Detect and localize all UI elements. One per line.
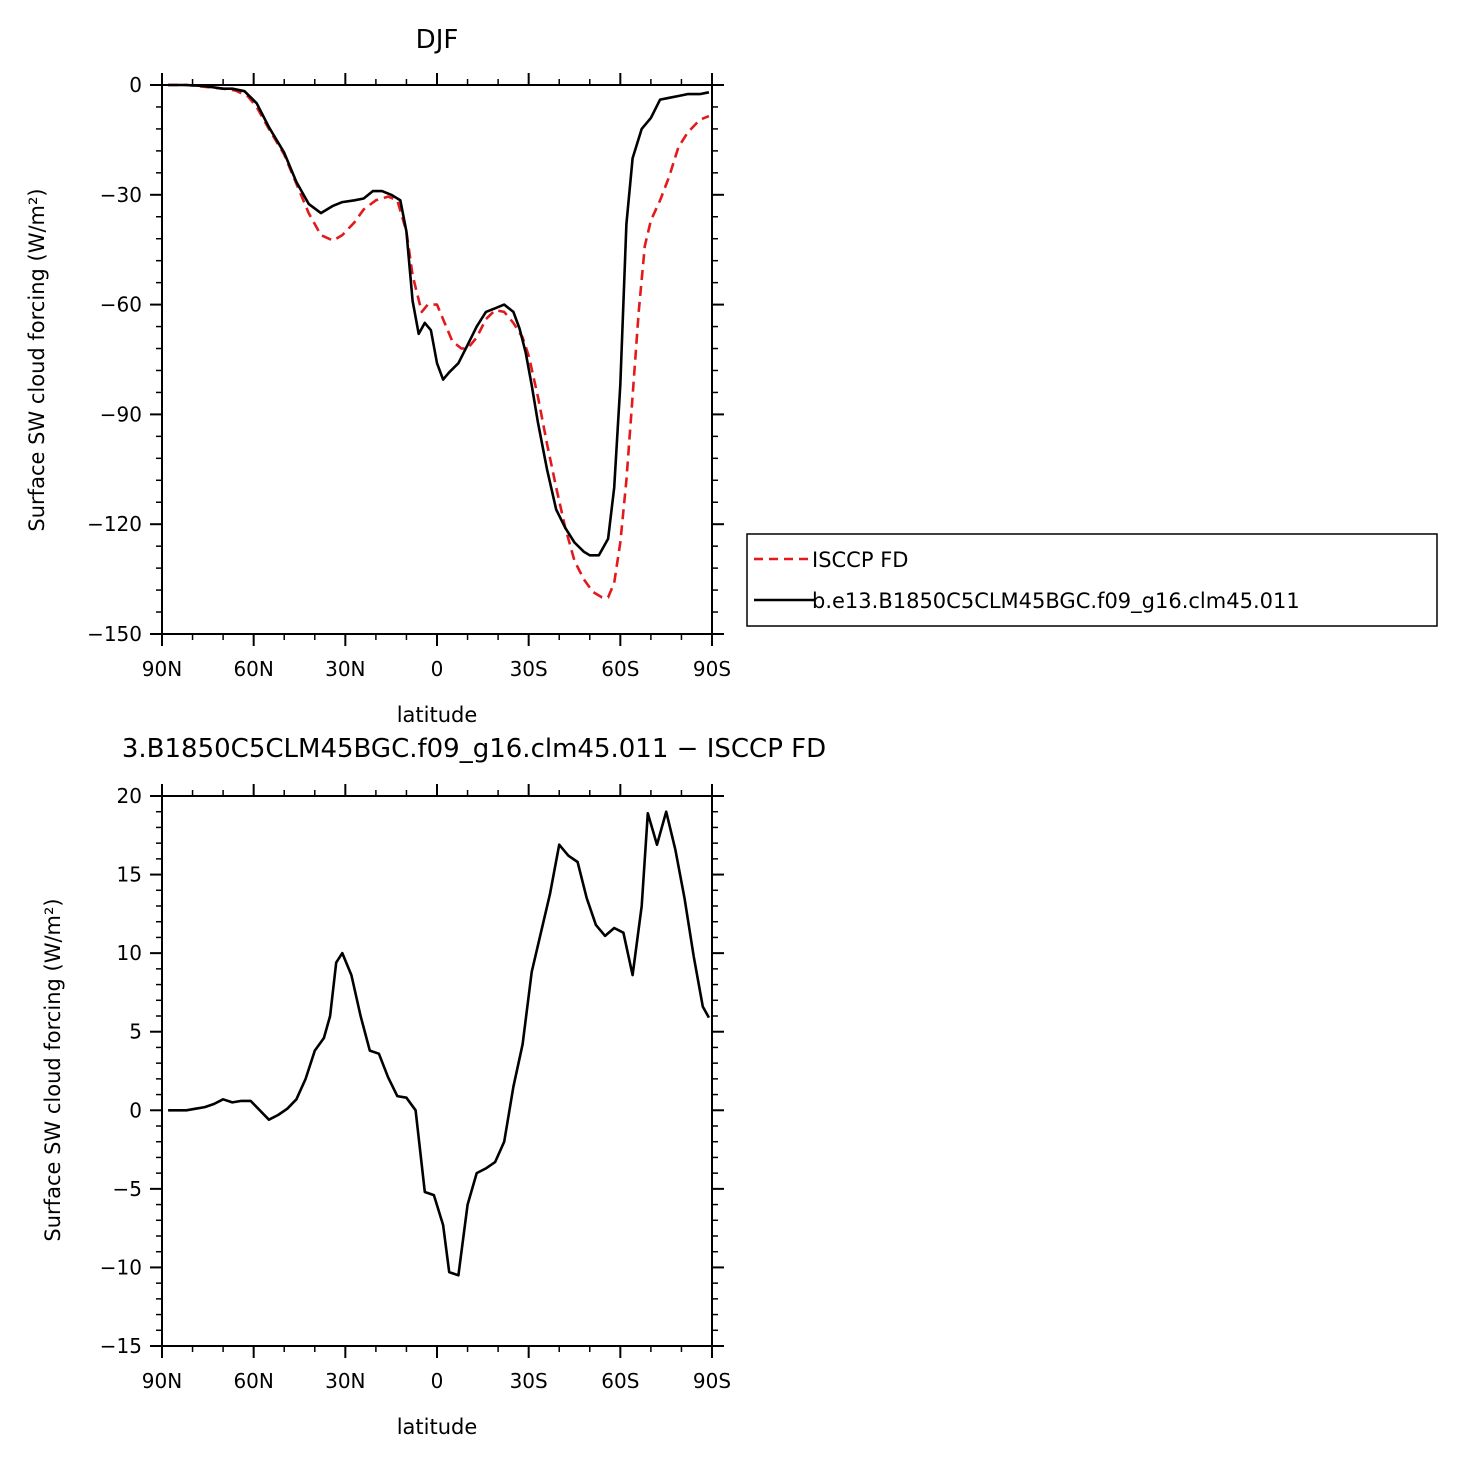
series-line-model xyxy=(168,83,710,557)
bottom-chart-y-axis-label: Surface SW cloud forcing (W/m²) xyxy=(41,898,65,1241)
bottom-chart-series-group xyxy=(168,810,711,1277)
y-tick-label: −90 xyxy=(100,402,142,426)
bottom-chart-x-tick-labels: 90N 60N 30N 0 30S 60S 90S xyxy=(142,1369,731,1393)
top-chart-y-tick-labels: 0 −30 −60 −90 −120 −150 xyxy=(87,73,142,646)
top-chart-y-axis-label: Surface SW cloud forcing (W/m²) xyxy=(25,188,49,531)
y-tick-label: −60 xyxy=(100,293,142,317)
y-tick-label: 0 xyxy=(129,73,142,97)
legend-box xyxy=(746,533,1438,627)
bottom-chart-panel: 3.B1850C5CLM45BGC.f09_g16.clm45.011 − IS… xyxy=(41,734,826,1439)
x-tick-label: 90S xyxy=(693,1369,731,1393)
y-tick-label: 5 xyxy=(129,1020,142,1044)
x-tick-label: 30N xyxy=(325,657,365,681)
bottom-chart-x-axis-label: latitude xyxy=(397,1415,478,1439)
x-tick-label: 90N xyxy=(142,657,182,681)
bottom-chart-ticks xyxy=(150,784,724,1358)
series-line-isccp-fd xyxy=(168,83,710,599)
y-tick-label: −5 xyxy=(113,1177,142,1201)
legend: ISCCP FD b.e13.B1850C5CLM45BGC.f09_g16.c… xyxy=(746,533,1438,627)
legend-label-isccp: ISCCP FD xyxy=(812,548,908,572)
top-chart-panel: DJF 0−30−60−90−120−150 90N 60N 30N 0 30S 60S 9… xyxy=(25,25,731,727)
x-tick-label: 30S xyxy=(510,1369,548,1393)
legend-label-model: b.e13.B1850C5CLM45BGC.f09_g16.clm45.011 xyxy=(812,589,1300,614)
series-line-model xyxy=(168,810,711,1277)
x-tick-label: 60N xyxy=(233,1369,273,1393)
x-tick-label: 90S xyxy=(693,657,731,681)
top-chart-x-axis-label: latitude xyxy=(397,703,478,727)
y-tick-label: −10 xyxy=(100,1255,142,1279)
y-tick-label: −30 xyxy=(100,183,142,207)
x-tick-label: 30N xyxy=(325,1369,365,1393)
top-chart-ticks xyxy=(150,73,724,646)
y-tick-label: −15 xyxy=(100,1334,142,1358)
bottom-chart-title: 3.B1850C5CLM45BGC.f09_g16.clm45.011 − IS… xyxy=(122,734,826,764)
top-chart-series-group xyxy=(168,83,710,599)
y-tick-label: −150 xyxy=(87,622,142,646)
y-tick-label: 10 xyxy=(117,941,142,965)
y-tick-label: 0 xyxy=(129,1098,142,1122)
x-tick-label: 0 xyxy=(431,1369,444,1393)
x-tick-label: 60S xyxy=(601,657,639,681)
bottom-chart-y-tick-labels: 20 15 10 5 0 −5 −10 −15 xyxy=(100,784,142,1358)
y-tick-label: 20 xyxy=(117,784,142,808)
x-tick-label: 60S xyxy=(601,1369,639,1393)
x-tick-label: 60N xyxy=(233,657,273,681)
top-chart-title: DJF xyxy=(416,25,459,55)
x-tick-label: 0 xyxy=(431,657,444,681)
bottom-chart-plot-frame xyxy=(161,795,713,1347)
y-tick-label: −120 xyxy=(87,512,142,536)
x-tick-label: 30S xyxy=(510,657,548,681)
y-tick-label: 15 xyxy=(117,863,142,887)
top-chart-x-tick-labels: 90N 60N 30N 0 30S 60S 90S xyxy=(142,657,731,681)
x-tick-label: 90N xyxy=(142,1369,182,1393)
